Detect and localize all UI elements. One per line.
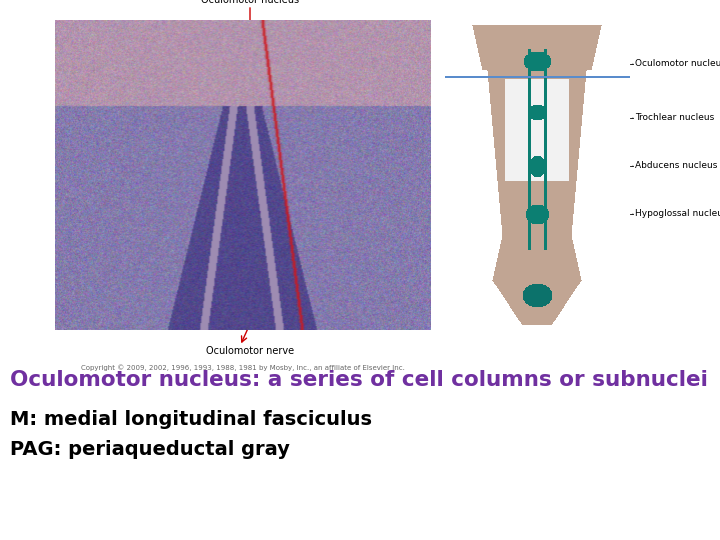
Text: M: medial longitudinal fasciculus: M: medial longitudinal fasciculus bbox=[10, 410, 372, 429]
Text: Copyright © 2009, 2002, 1996, 1993, 1988, 1981 by Mosby, Inc., an affiliate of E: Copyright © 2009, 2002, 1996, 1993, 1988… bbox=[81, 364, 405, 370]
Text: Oculomotor nucleus: a series of cell columns or subnuclei: Oculomotor nucleus: a series of cell col… bbox=[10, 370, 708, 390]
Text: Trochlear nucleus: Trochlear nucleus bbox=[635, 113, 714, 123]
Text: PAG: periaqueductal gray: PAG: periaqueductal gray bbox=[10, 440, 290, 459]
Text: Abducens nucleus: Abducens nucleus bbox=[635, 161, 717, 171]
Text: Oculomotor nerve: Oculomotor nerve bbox=[206, 346, 294, 356]
Text: PAG: PAG bbox=[109, 71, 128, 81]
Text: Hypoglossal nucleus: Hypoglossal nucleus bbox=[635, 210, 720, 219]
Text: Oculomotor nucleus: Oculomotor nucleus bbox=[201, 0, 299, 5]
Text: Oculomotor nucleus: Oculomotor nucleus bbox=[635, 59, 720, 69]
Text: M: M bbox=[163, 192, 172, 202]
